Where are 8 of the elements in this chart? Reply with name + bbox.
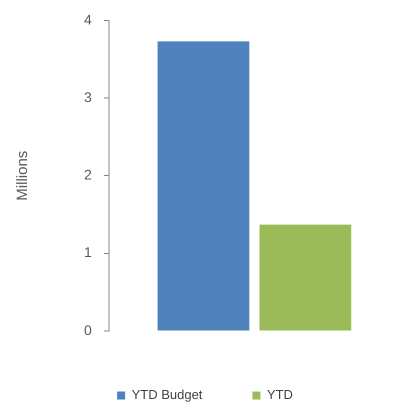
y-tick-label: 1 <box>84 244 92 260</box>
y-tick-label: 4 <box>84 11 92 28</box>
y-axis-title: Millions <box>14 150 32 201</box>
legend-label: YTD <box>266 387 293 402</box>
y-tick-label: 3 <box>84 88 92 105</box>
y-tick-label: 0 <box>84 322 92 338</box>
y-tick-label: 2 <box>84 166 92 183</box>
legend-label: YTD Budget <box>132 387 203 402</box>
